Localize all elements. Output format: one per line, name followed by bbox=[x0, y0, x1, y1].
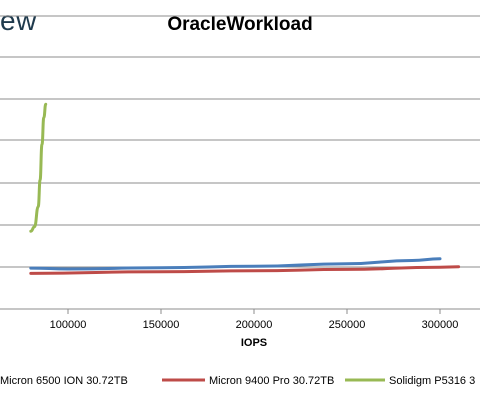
legend-label-1: Micron 9400 Pro 30.72TB bbox=[209, 375, 334, 387]
x-tick-label: 250000 bbox=[329, 319, 366, 331]
brand-logo-text: ew bbox=[0, 5, 37, 36]
series-line-1 bbox=[29, 265, 461, 275]
legend-label-0: Micron 6500 ION 30.72TB bbox=[0, 375, 128, 387]
chart-title: OracleWorkload bbox=[167, 14, 313, 35]
grid-lines bbox=[0, 15, 480, 268]
x-tick-label: 150000 bbox=[143, 319, 180, 331]
series-line-2 bbox=[29, 102, 48, 233]
x-tick-label: 300000 bbox=[422, 319, 459, 331]
legend-label-2: Solidigm P5316 3 bbox=[389, 375, 475, 387]
legend: Micron 6500 ION 30.72TB Micron 9400 Pro 3… bbox=[0, 375, 475, 387]
series-lines bbox=[29, 102, 461, 275]
x-axis: 100000 150000 200000 250000 300000 bbox=[0, 308, 480, 331]
x-tick-label: 100000 bbox=[50, 319, 87, 331]
x-axis-label: IOPS bbox=[241, 337, 267, 349]
x-tick-label: 200000 bbox=[236, 319, 273, 331]
series-line-0 bbox=[29, 257, 442, 271]
